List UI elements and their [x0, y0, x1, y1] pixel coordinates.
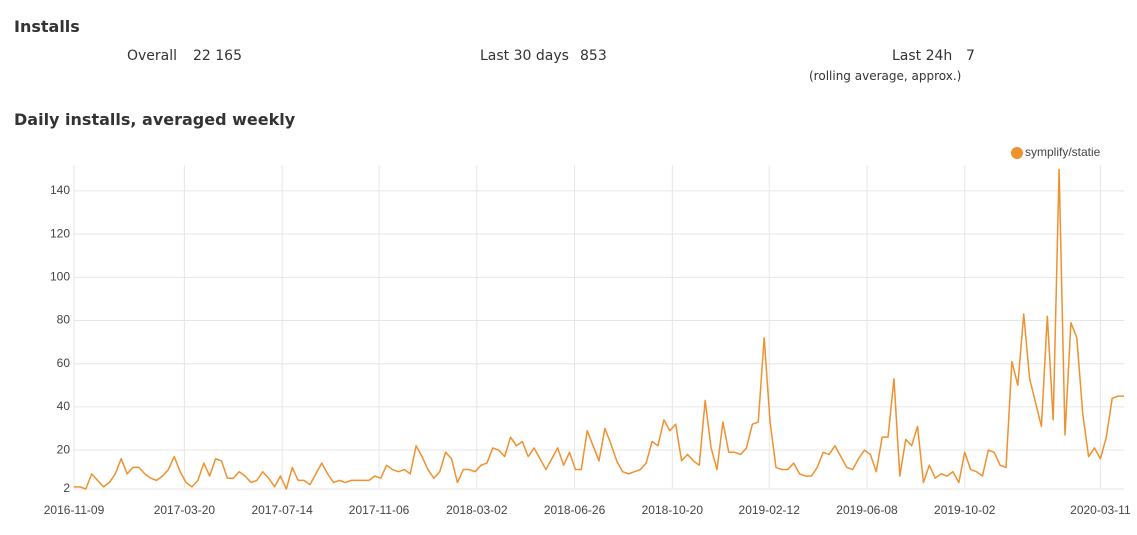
stat-label: Last 30 days — [480, 48, 569, 64]
stat-value: 853 — [580, 48, 607, 64]
y-tick-label: 20 — [57, 442, 71, 456]
y-tick-label: 80 — [57, 313, 71, 327]
y-tick-label: 140 — [50, 183, 70, 197]
legend-label: symplify/statie — [1025, 145, 1101, 159]
x-tick-label: 2017-07-14 — [251, 503, 313, 517]
stat-label: Last 24h — [892, 48, 953, 64]
y-tick-label: 60 — [57, 356, 71, 370]
y-tick-label: 40 — [57, 399, 71, 413]
x-tick-label: 2019-06-08 — [836, 503, 898, 517]
x-tick-label: 2019-02-12 — [739, 503, 801, 517]
stat-value: 7 — [966, 48, 975, 64]
x-tick-label: 2017-03-20 — [154, 503, 216, 517]
x-tick-label: 2019-10-02 — [934, 503, 996, 517]
series-line — [74, 168, 1124, 490]
section-title: Installs — [14, 17, 80, 36]
stat-label: Overall — [127, 48, 178, 64]
y-tick-label: 100 — [50, 269, 70, 283]
x-tick-label: 2018-10-20 — [642, 503, 704, 517]
note: (rolling average, approx.) — [809, 69, 962, 83]
y-tick-label: 120 — [50, 226, 70, 240]
x-tick-label: 2018-03-02 — [446, 503, 508, 517]
stat-value: 22 165 — [193, 48, 242, 64]
x-tick-label: 2020-03-11 — [1070, 503, 1131, 517]
y-tick-label: 2 — [63, 481, 70, 495]
x-tick-label: 2018-06-26 — [544, 503, 606, 517]
x-tick-label: 2016-11-09 — [44, 503, 105, 517]
legend-marker — [1011, 147, 1023, 159]
x-tick-label: 2017-11-06 — [349, 503, 410, 517]
chart-title: Daily installs, averaged weekly — [14, 110, 296, 129]
